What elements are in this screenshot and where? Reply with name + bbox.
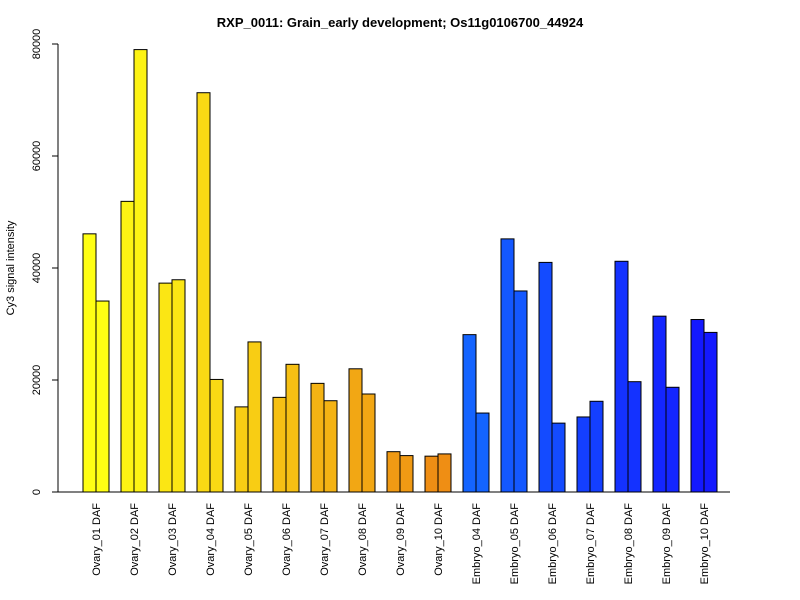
bar-11-1 (513, 290, 528, 493)
bar-14-1 (627, 381, 642, 493)
bar-4-0 (234, 406, 249, 493)
bar-16-1 (703, 331, 718, 493)
y-tick-label: 60000 (31, 141, 43, 172)
bar-15-1 (665, 386, 680, 493)
y-tick-label: 80000 (31, 29, 43, 60)
bar-7-0 (348, 368, 363, 493)
x-tick-label: Embryo_10 DAF (699, 503, 711, 585)
bar-13-1 (589, 400, 604, 493)
chart-title: RXP_0011: Grain_early development; Os11g… (217, 15, 584, 30)
x-tick-label: Ovary_02 DAF (129, 503, 141, 576)
y-axis: 0 20000 40000 60000 80000 (31, 29, 59, 495)
y-tick-label: 40000 (31, 253, 43, 284)
x-tick-label: Embryo_04 DAF (471, 503, 483, 585)
bar-1-0 (120, 200, 135, 493)
bar-11-0 (500, 238, 515, 493)
bar-9-0 (424, 455, 439, 493)
y-tick-label: 20000 (31, 365, 43, 396)
bar-8-0 (386, 451, 401, 493)
x-tick-label: Ovary_08 DAF (357, 503, 369, 576)
bar-6-0 (310, 382, 325, 493)
y-axis-label: Cy3 signal intensity (5, 220, 17, 315)
bar-15-0 (652, 315, 667, 493)
bar-3-0 (196, 92, 211, 493)
bar-5-0 (272, 396, 287, 493)
bar-7-1 (361, 393, 376, 493)
x-tick-label: Ovary_03 DAF (167, 503, 179, 576)
bar-9-1 (437, 453, 452, 493)
bar-1-1 (133, 49, 148, 493)
bar-14-0 (614, 260, 629, 493)
y-tick-label: 0 (31, 489, 43, 495)
bar-8-1 (399, 455, 414, 493)
x-tick-label: Ovary_09 DAF (395, 503, 407, 576)
x-tick-label: Embryo_07 DAF (585, 503, 597, 585)
bar-4-1 (247, 341, 262, 493)
bar-5-1 (285, 363, 300, 493)
bar-2-0 (158, 282, 173, 493)
bar-10-1 (475, 412, 490, 493)
x-tick-label: Ovary_07 DAF (319, 503, 331, 576)
bar-0-1 (95, 300, 110, 493)
x-tick-label: Ovary_10 DAF (433, 503, 445, 576)
bars (82, 49, 718, 493)
bar-0-0 (82, 233, 97, 493)
bar-13-0 (576, 416, 591, 493)
x-tick-label: Ovary_04 DAF (205, 503, 217, 576)
x-tick-label: Ovary_01 DAF (91, 503, 103, 576)
category-labels: Ovary_01 DAF Ovary_02 DAF Ovary_03 DAF Ovar… (91, 503, 711, 585)
bar-6-1 (323, 400, 338, 493)
x-tick-label: Embryo_09 DAF (661, 503, 673, 585)
bar-3-1 (209, 378, 224, 493)
x-tick-label: Ovary_06 DAF (281, 503, 293, 576)
bar-2-1 (171, 279, 186, 493)
x-tick-label: Embryo_05 DAF (509, 503, 521, 585)
bar-12-0 (538, 261, 553, 493)
x-tick-label: Ovary_05 DAF (243, 503, 255, 576)
x-tick-label: Embryo_08 DAF (623, 503, 635, 585)
bar-16-0 (690, 319, 705, 493)
x-tick-label: Embryo_06 DAF (547, 503, 559, 585)
bar-10-0 (462, 334, 477, 493)
bar-12-1 (551, 422, 566, 493)
